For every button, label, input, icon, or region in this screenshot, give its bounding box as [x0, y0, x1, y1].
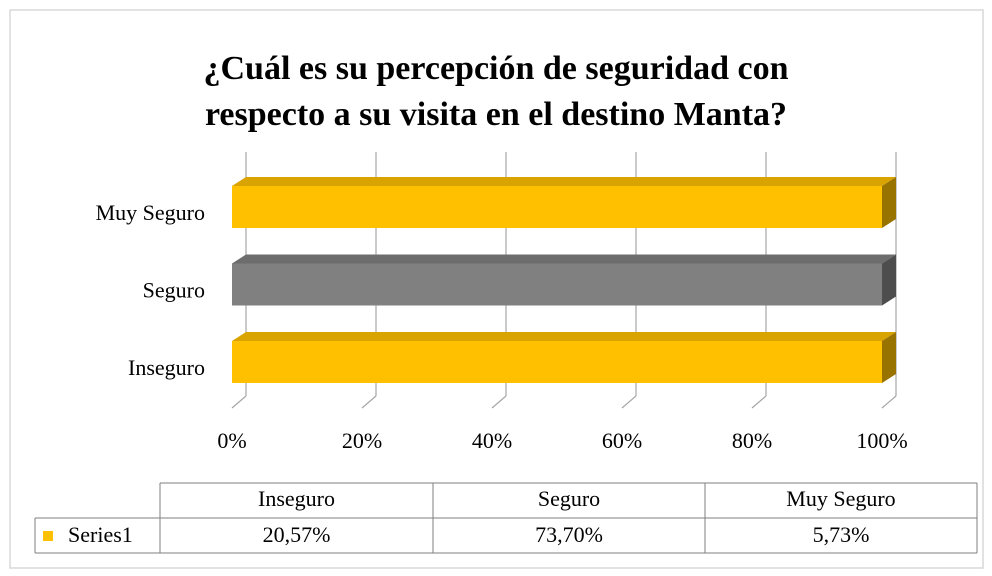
bar: [232, 263, 882, 306]
legend-label: Series1: [68, 522, 133, 547]
bar: [232, 186, 882, 228]
bar-top: [232, 254, 896, 264]
y-tick-label: Inseguro: [128, 355, 205, 380]
x-tick-label: 100%: [856, 428, 907, 453]
bar: [232, 341, 882, 383]
floor-grid-line: [751, 395, 767, 409]
table-value: 20,57%: [263, 522, 331, 547]
floor-grid-line: [491, 395, 507, 409]
bar-side: [882, 177, 896, 228]
bar-top: [232, 332, 896, 341]
table-value: 73,70%: [535, 522, 603, 547]
y-tick-label: Muy Seguro: [96, 200, 205, 225]
y-tick-label: Seguro: [143, 278, 205, 303]
x-tick-label: 0%: [217, 428, 246, 453]
x-tick-label: 20%: [342, 428, 382, 453]
floor-grid-line: [881, 395, 897, 409]
chart-title: ¿Cuál es su percepción de seguridad con …: [203, 50, 789, 133]
table-value: 5,73%: [813, 522, 870, 547]
x-tick-label: 60%: [602, 428, 642, 453]
floor-grid-line: [621, 395, 637, 409]
table-header: Inseguro: [258, 486, 335, 511]
table-header: Seguro: [538, 486, 600, 511]
x-tick-label: 80%: [732, 428, 772, 453]
bar-side: [882, 332, 896, 383]
floor-grid-line: [231, 395, 247, 409]
bar-top: [232, 177, 896, 186]
bar-side: [882, 254, 896, 306]
x-tick-label: 40%: [472, 428, 512, 453]
table-header: Muy Seguro: [786, 486, 895, 511]
legend-swatch: [43, 531, 53, 541]
floor-grid-line: [361, 395, 377, 409]
